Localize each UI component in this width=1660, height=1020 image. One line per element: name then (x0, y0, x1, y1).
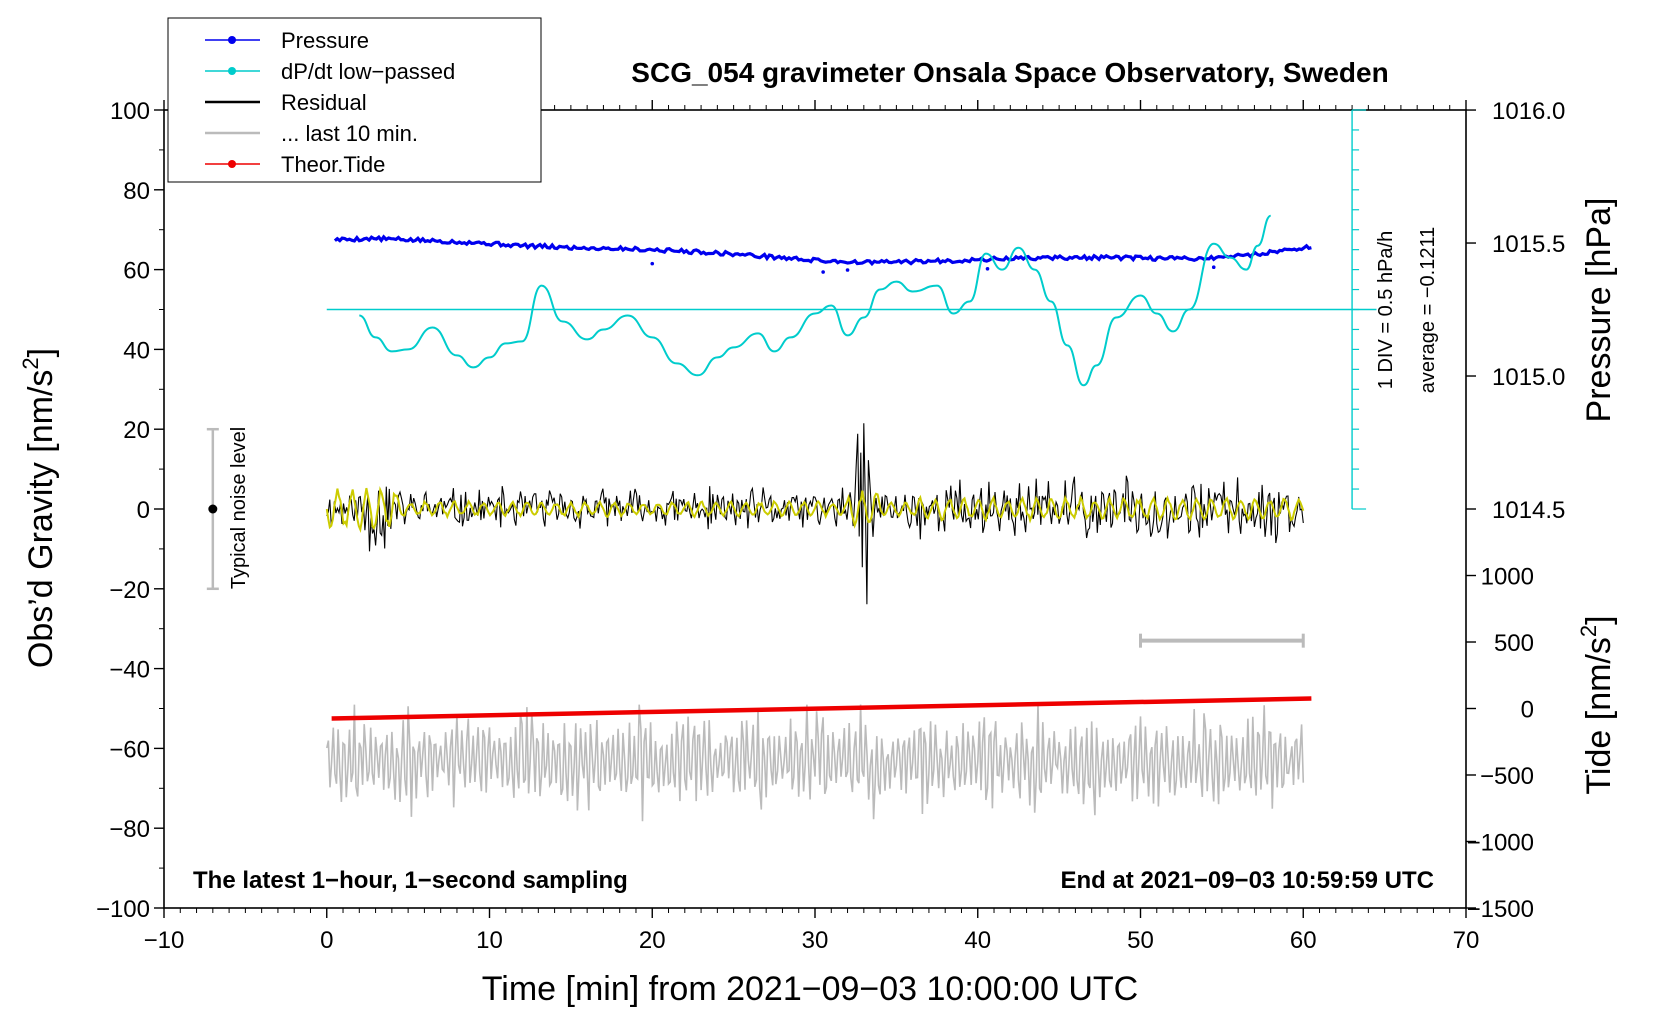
y-tick-label: 60 (123, 258, 150, 285)
dpdt-series (358, 214, 1272, 387)
x-tick-label: 20 (639, 927, 666, 954)
x-tick-label: −10 (144, 927, 185, 954)
theor-tide-series (331, 696, 1312, 721)
chart-title: SCG_054 gravimeter Onsala Space Observat… (631, 57, 1388, 88)
y-axis-label-tide: Tide [nm/s2] (1576, 615, 1618, 794)
x-tick-label: 60 (1290, 927, 1317, 954)
legend-marker (228, 160, 236, 168)
y-axis-label-main-text: Obs’d Gravity [nm/s (22, 370, 60, 669)
y-axis-label-tide-end: ] (1580, 615, 1618, 624)
y-axis-label-tide-text: Tide [nm/s (1580, 637, 1618, 794)
noise-bar-center (208, 504, 218, 514)
pressure-point (821, 270, 825, 274)
y-tick-label: −60 (109, 736, 150, 763)
legend-label: Pressure (281, 28, 369, 53)
legend-marker (228, 67, 236, 75)
y-tick-label: 20 (123, 417, 150, 444)
y-axis-label-pressure: Pressure [hPa] (1580, 198, 1618, 423)
y-tick-label: 40 (123, 337, 150, 364)
x-tick-label: 50 (1127, 927, 1154, 954)
residual-series (326, 423, 1304, 605)
legend-label: ... last 10 min. (281, 121, 418, 146)
annotation-left: The latest 1−hour, 1−second sampling (193, 867, 628, 894)
pressure-point (845, 268, 850, 272)
x-tick-label: 0 (320, 927, 333, 954)
annotations (206, 109, 1367, 648)
y-axis-label-main-end: ] (22, 348, 60, 357)
y-tick-label: 0 (137, 497, 150, 524)
y-tick-label: −80 (109, 816, 150, 843)
x-tick-label: 10 (476, 927, 503, 954)
noise-level-label: Typical noise level (228, 427, 250, 589)
last-10-min-series (326, 703, 1305, 822)
x-axis-label: Time [min] from 2021−09−03 10:00:00 UTC (482, 970, 1138, 1008)
tide-tick-label: 500 (1494, 630, 1534, 657)
legend-label: Residual (281, 90, 367, 115)
pressure-point (650, 261, 655, 266)
legend-label: Theor.Tide (281, 152, 385, 177)
tide-tick-label: −1500 (1467, 896, 1534, 923)
div-scale-label: 1 DIV = 0.5 hPa/h (1375, 231, 1397, 389)
pressure-series (333, 234, 1312, 267)
legend-box (167, 17, 542, 183)
y-tick-label: −20 (109, 577, 150, 604)
div-average-label: average = −0.1211 (1417, 227, 1439, 393)
x-tick-label: 70 (1453, 927, 1480, 954)
axis-ticks: −10 0 10 20 30 40 50 60 70−100−80−60−40−20020406… (96, 98, 1565, 954)
tide-tick-label: 1000 (1481, 564, 1534, 591)
y-axis-label-main: Obs’d Gravity [nm/s2] (18, 348, 60, 668)
y-tick-label: 100 (110, 98, 150, 125)
pressure-tick-label: 1016.0 (1492, 98, 1565, 125)
pressure-tick-label: 1015.0 (1492, 364, 1565, 391)
pressure-tick-label: 1014.5 (1492, 497, 1565, 524)
pressure-tick-label: 1015.5 (1492, 231, 1565, 258)
tide-tick-label: −500 (1480, 763, 1534, 790)
residual-filtered-series (325, 486, 1305, 534)
pressure-point (1211, 265, 1216, 270)
pressure-point (985, 267, 990, 271)
x-tick-label: 40 (964, 927, 991, 954)
y-tick-label: −40 (109, 657, 150, 684)
tide-tick-label: 0 (1521, 697, 1534, 724)
legend: Pressure dP/dt low−passed Residual ... last… (167, 17, 542, 183)
series-layer (325, 214, 1377, 822)
y-tick-label: 80 (123, 178, 150, 205)
y-tick-label: −100 (96, 896, 150, 923)
y-axis-label-tide-sup: 2 (1576, 625, 1601, 637)
legend-marker (228, 36, 236, 44)
annotation-right: End at 2021−09−03 10:59:59 UTC (1060, 867, 1434, 894)
y-axis-label-main-sup: 2 (18, 357, 43, 369)
x-tick-label: 30 (802, 927, 829, 954)
legend-label: dP/dt low−passed (281, 59, 455, 84)
tide-tick-label: −1000 (1467, 829, 1534, 856)
